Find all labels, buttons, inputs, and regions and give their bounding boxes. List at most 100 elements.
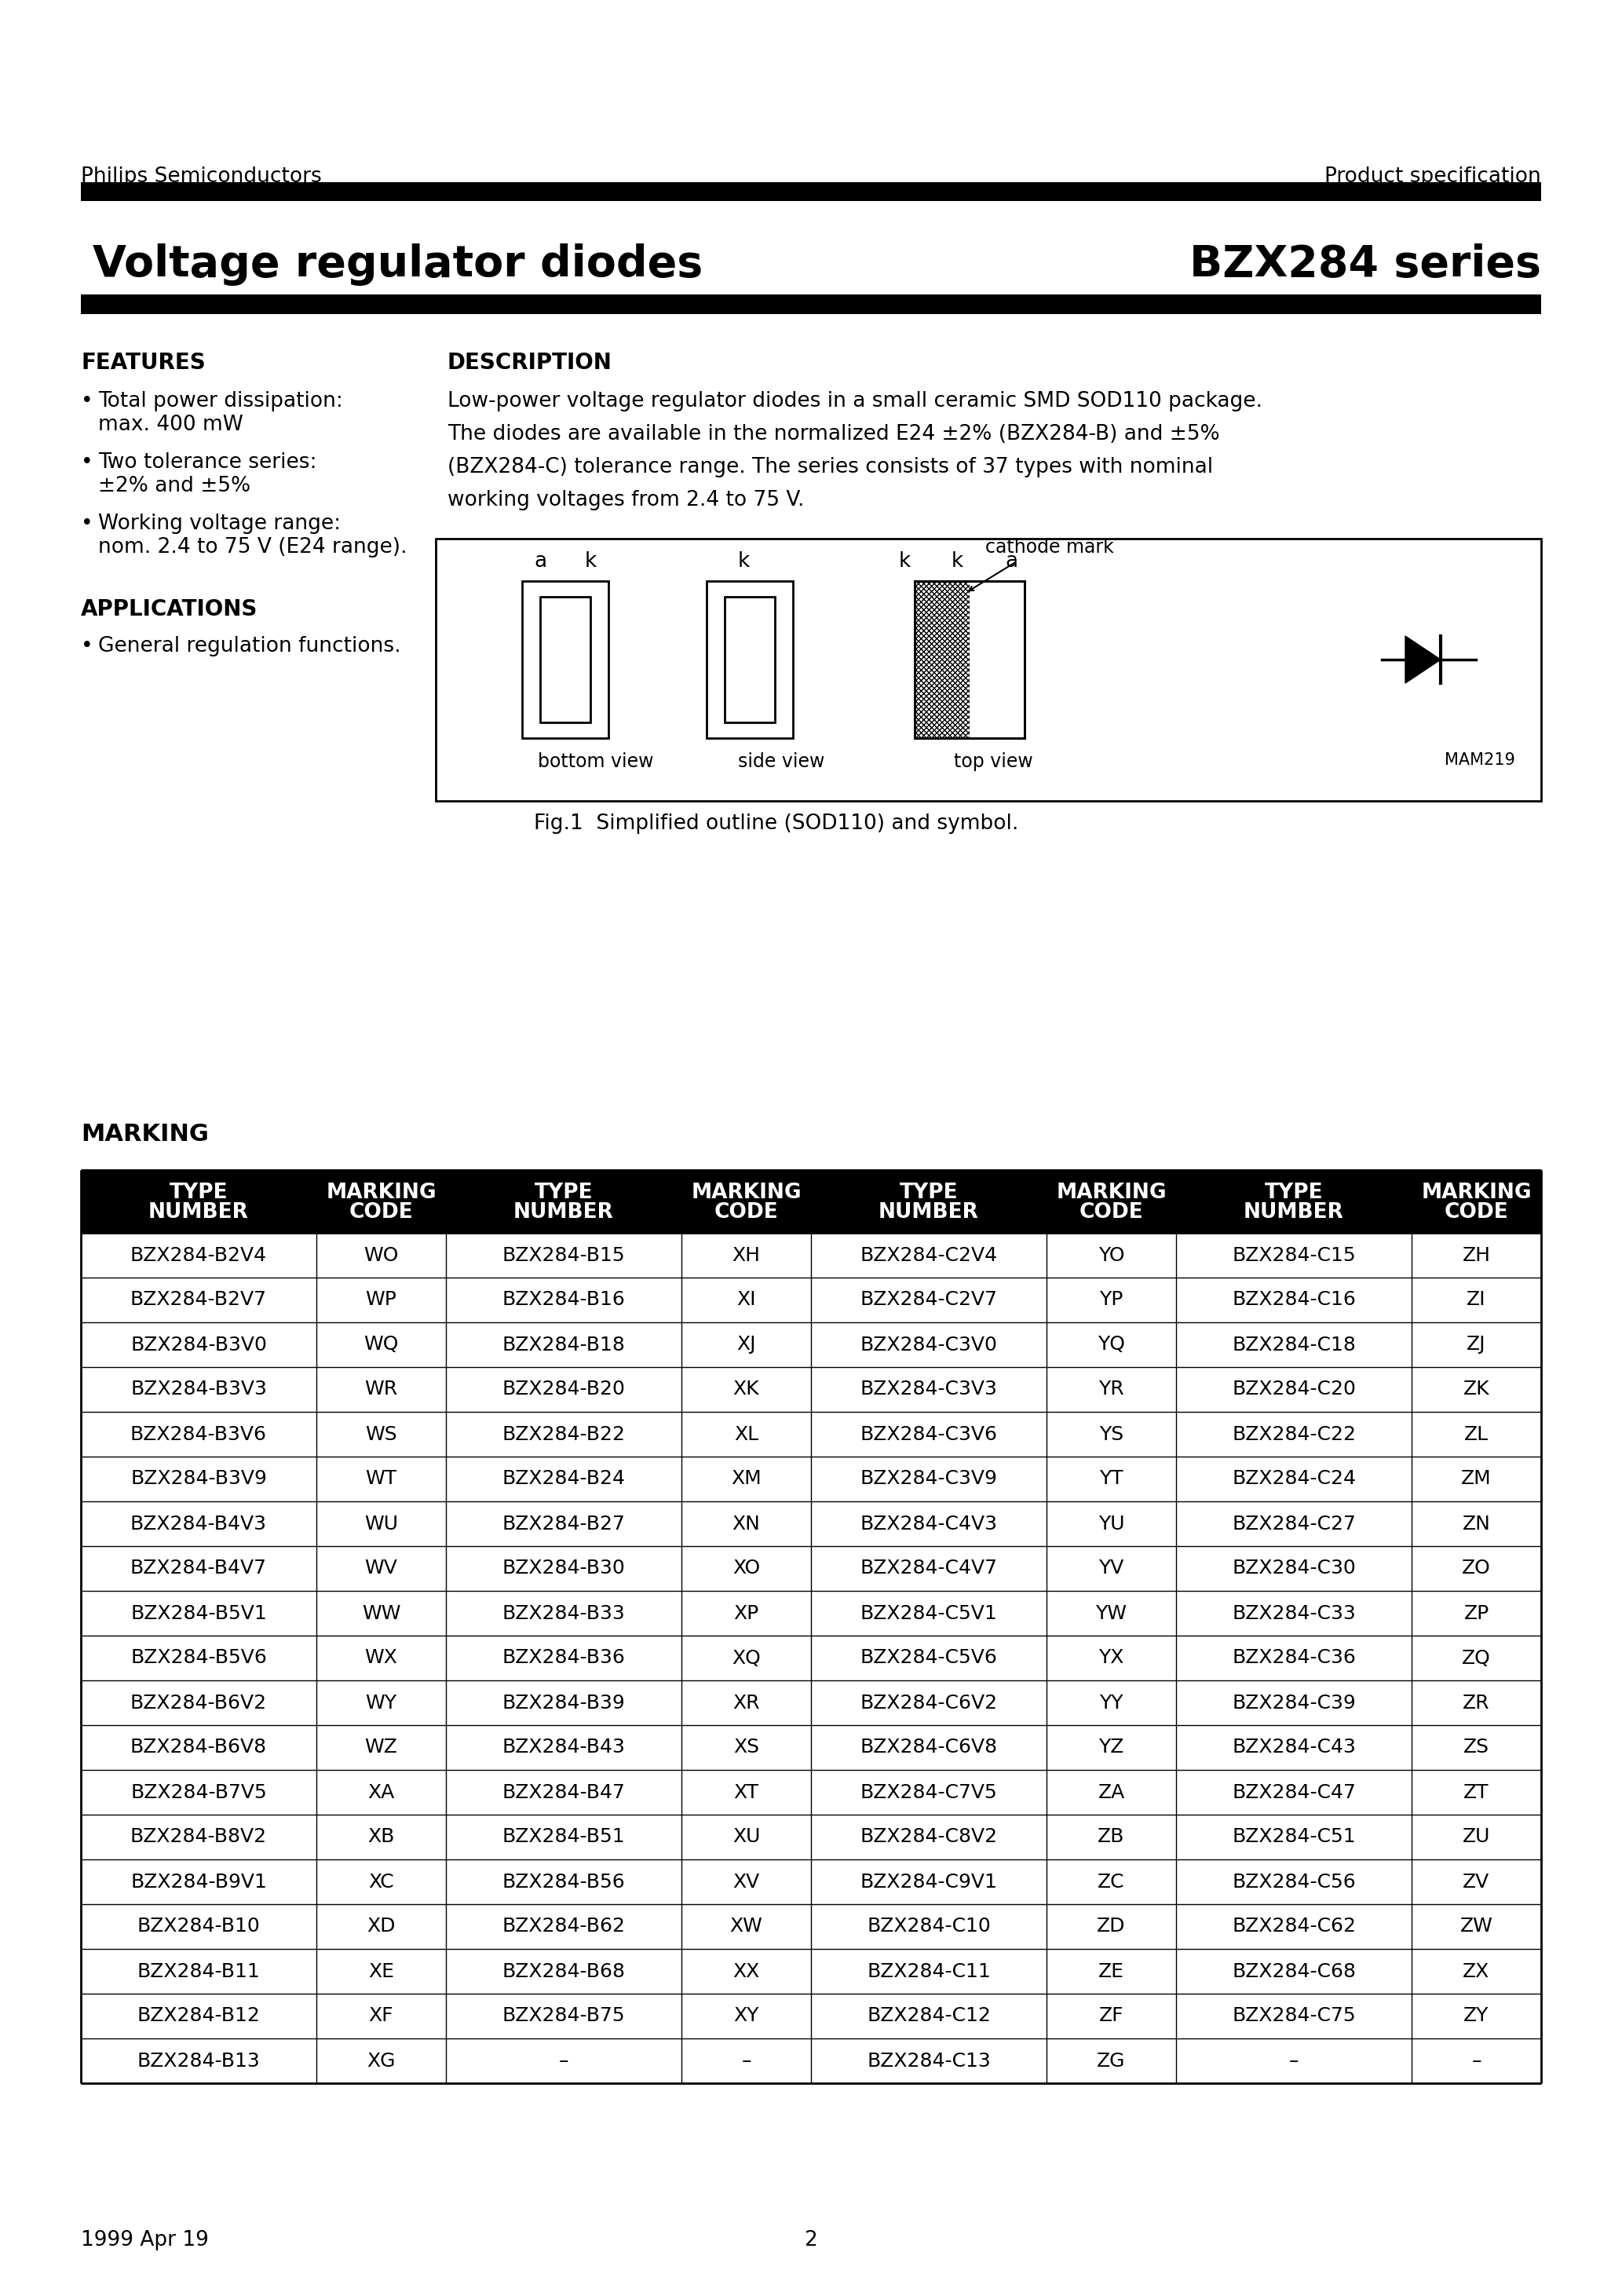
- Polygon shape: [81, 1770, 1541, 1814]
- Polygon shape: [81, 1903, 1541, 1949]
- Text: WO: WO: [363, 1247, 399, 1265]
- Text: cathode mark: cathode mark: [985, 537, 1114, 556]
- Text: NUMBER: NUMBER: [1244, 1203, 1345, 1221]
- Text: XK: XK: [733, 1380, 759, 1398]
- Text: ZN: ZN: [1463, 1515, 1491, 1534]
- Polygon shape: [1405, 636, 1440, 684]
- Text: CODE: CODE: [349, 1203, 414, 1221]
- Text: BZX284-B3V6: BZX284-B3V6: [130, 1426, 268, 1444]
- Text: ZO: ZO: [1461, 1559, 1491, 1577]
- Text: XF: XF: [368, 2007, 394, 2025]
- Text: NUMBER: NUMBER: [149, 1203, 248, 1221]
- Text: ZJ: ZJ: [1466, 1336, 1486, 1355]
- Text: BZX284-B13: BZX284-B13: [138, 2050, 260, 2071]
- Polygon shape: [81, 1681, 1541, 1724]
- Text: BZX284-C22: BZX284-C22: [1231, 1426, 1356, 1444]
- Text: XD: XD: [367, 1917, 396, 1936]
- Text: ZM: ZM: [1461, 1469, 1492, 1488]
- Text: MARKING: MARKING: [1421, 1182, 1531, 1203]
- Text: Total power dissipation:: Total power dissipation:: [99, 390, 342, 411]
- Text: XB: XB: [368, 1828, 394, 1846]
- Text: BZX284-B56: BZX284-B56: [503, 1871, 624, 1892]
- Text: BZX284-B43: BZX284-B43: [503, 1738, 624, 1756]
- Text: BZX284-B6V8: BZX284-B6V8: [130, 1738, 268, 1756]
- Polygon shape: [81, 1233, 1541, 1277]
- Text: XJ: XJ: [736, 1336, 756, 1355]
- Text: YP: YP: [1100, 1290, 1122, 1309]
- Text: XC: XC: [368, 1871, 394, 1892]
- Polygon shape: [81, 1502, 1541, 1545]
- Text: BZX284-B30: BZX284-B30: [503, 1559, 624, 1577]
- Text: ZF: ZF: [1098, 2007, 1124, 2025]
- Text: WV: WV: [365, 1559, 397, 1577]
- Text: BZX284-C75: BZX284-C75: [1233, 2007, 1356, 2025]
- Text: BZX284-C4V3: BZX284-C4V3: [860, 1515, 998, 1534]
- Text: BZX284-B62: BZX284-B62: [503, 1917, 626, 1936]
- Polygon shape: [81, 1322, 1541, 1366]
- Polygon shape: [81, 181, 1541, 202]
- Text: WZ: WZ: [365, 1738, 397, 1756]
- Text: BZX284-B2V4: BZX284-B2V4: [130, 1247, 268, 1265]
- Text: YV: YV: [1098, 1559, 1124, 1577]
- Text: BZX284-C9V1: BZX284-C9V1: [860, 1871, 998, 1892]
- Text: XG: XG: [367, 2050, 396, 2071]
- Text: YZ: YZ: [1098, 1738, 1124, 1756]
- Text: Two tolerance series:: Two tolerance series:: [99, 452, 316, 473]
- Polygon shape: [81, 1545, 1541, 1591]
- Text: YR: YR: [1098, 1380, 1124, 1398]
- Text: BZX284-C20: BZX284-C20: [1231, 1380, 1356, 1398]
- Text: WX: WX: [365, 1649, 397, 1667]
- Text: CODE: CODE: [714, 1203, 779, 1221]
- Text: XY: XY: [733, 2007, 759, 2025]
- Text: XT: XT: [733, 1784, 759, 1802]
- Text: –: –: [1289, 2050, 1299, 2071]
- Text: BZX284-C5V6: BZX284-C5V6: [860, 1649, 998, 1667]
- Text: BZX284-B9V1: BZX284-B9V1: [130, 1871, 268, 1892]
- Text: BZX284-C16: BZX284-C16: [1231, 1290, 1356, 1309]
- Text: BZX284-B8V2: BZX284-B8V2: [130, 1828, 268, 1846]
- Text: WU: WU: [365, 1515, 397, 1534]
- Text: NUMBER: NUMBER: [879, 1203, 980, 1221]
- Text: BZX284-B36: BZX284-B36: [503, 1649, 624, 1667]
- Text: k: k: [586, 551, 597, 572]
- Text: BZX284-C62: BZX284-C62: [1231, 1917, 1356, 1936]
- Text: BZX284-C2V4: BZX284-C2V4: [860, 1247, 998, 1265]
- Text: XM: XM: [732, 1469, 761, 1488]
- Text: a: a: [1006, 551, 1017, 572]
- Text: YO: YO: [1098, 1247, 1124, 1265]
- Text: k: k: [918, 551, 963, 572]
- Polygon shape: [81, 2039, 1541, 2082]
- Text: WT: WT: [365, 1469, 397, 1488]
- Text: ZT: ZT: [1463, 1784, 1489, 1802]
- Polygon shape: [81, 1949, 1541, 1993]
- Text: ZY: ZY: [1463, 2007, 1489, 2025]
- Text: WW: WW: [362, 1605, 401, 1623]
- Text: ZS: ZS: [1463, 1738, 1489, 1756]
- Text: BZX284 series: BZX284 series: [1189, 243, 1541, 285]
- Text: –: –: [1471, 2050, 1481, 2071]
- Polygon shape: [81, 1814, 1541, 1860]
- Text: XL: XL: [735, 1426, 759, 1444]
- Text: BZX284-B11: BZX284-B11: [138, 1961, 260, 1981]
- Bar: [915, 581, 970, 737]
- Text: BZX284-B16: BZX284-B16: [503, 1290, 624, 1309]
- Text: BZX284-B39: BZX284-B39: [503, 1694, 624, 1713]
- Text: FEATURES: FEATURES: [81, 351, 206, 374]
- Text: BZX284-C33: BZX284-C33: [1231, 1605, 1356, 1623]
- Text: max. 400 mW: max. 400 mW: [99, 416, 243, 434]
- Text: •: •: [81, 514, 92, 535]
- Polygon shape: [81, 1860, 1541, 1903]
- Text: ZU: ZU: [1463, 1828, 1491, 1846]
- Text: BZX284-C47: BZX284-C47: [1231, 1784, 1356, 1802]
- Text: working voltages from 2.4 to 75 V.: working voltages from 2.4 to 75 V.: [448, 489, 805, 510]
- Text: YX: YX: [1098, 1649, 1124, 1667]
- Text: ZW: ZW: [1460, 1917, 1492, 1936]
- Text: a: a: [534, 551, 547, 572]
- Text: MARKING: MARKING: [691, 1182, 801, 1203]
- Text: YT: YT: [1100, 1469, 1124, 1488]
- Text: XR: XR: [733, 1694, 759, 1713]
- Text: nom. 2.4 to 75 V (E24 range).: nom. 2.4 to 75 V (E24 range).: [99, 537, 407, 558]
- Text: WY: WY: [365, 1694, 397, 1713]
- Text: BZX284-C24: BZX284-C24: [1231, 1469, 1356, 1488]
- Text: BZX284-B12: BZX284-B12: [136, 2007, 260, 2025]
